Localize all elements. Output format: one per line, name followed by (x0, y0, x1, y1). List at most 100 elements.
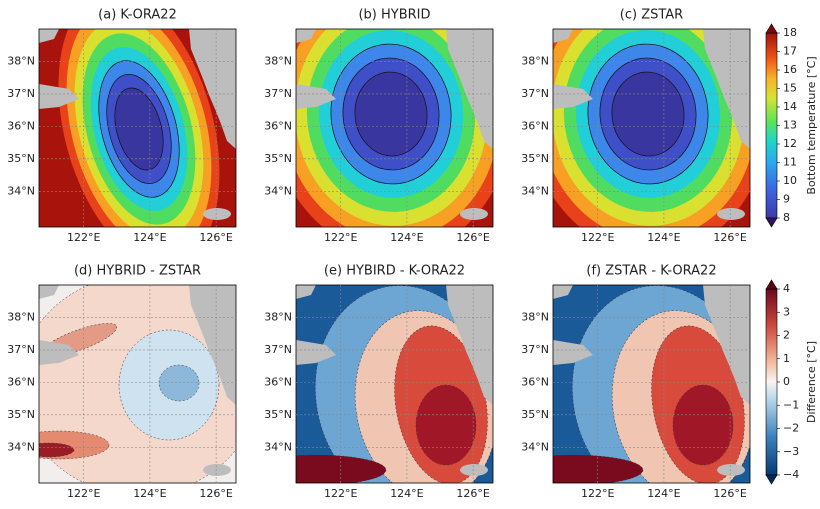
colorbar-tick-label: 4 (783, 282, 790, 295)
difference-area (672, 384, 734, 466)
land (296, 29, 316, 43)
land (553, 340, 593, 365)
lon-tick-label: 124°E (133, 487, 166, 500)
colorbar-tick-label: −3 (783, 445, 799, 458)
lon-tick-label: 122°E (324, 231, 357, 244)
colorbar-tick-label: 17 (783, 45, 797, 58)
lat-tick-label: 38°N (264, 310, 292, 323)
lat-tick-label: 37°N (264, 87, 292, 100)
lat-tick-label: 35°N (7, 408, 35, 421)
lon-tick-label: 126°E (199, 231, 232, 244)
colorbar-tick-label: 18 (783, 26, 797, 39)
lat-tick-label: 34°N (7, 440, 35, 453)
lat-tick-label: 34°N (521, 184, 549, 197)
lat-tick-label: 35°N (264, 152, 292, 165)
lat-tick-label: 36°N (7, 375, 35, 388)
lon-tick-label: 122°E (324, 487, 357, 500)
land (553, 29, 573, 43)
lat-tick-label: 36°N (7, 119, 35, 132)
frame (552, 28, 751, 228)
difference-area (553, 454, 644, 483)
frame (295, 284, 494, 484)
land (39, 84, 79, 109)
lon-tick-label: 126°E (713, 487, 746, 500)
colorbar-scale (765, 32, 778, 219)
frame (38, 284, 237, 484)
frame (295, 28, 494, 228)
island (460, 208, 488, 220)
colorbar-tick-label: 11 (783, 156, 797, 169)
island (717, 464, 745, 476)
lat-tick-label: 38°N (521, 310, 549, 323)
lon-tick-label: 126°E (456, 231, 489, 244)
lon-tick-label: 122°E (67, 487, 100, 500)
island (203, 208, 231, 220)
lat-tick-label: 38°N (521, 54, 549, 67)
difference-area (415, 384, 477, 466)
lat-tick-label: 37°N (7, 343, 35, 356)
colorbar-tick-label: −4 (783, 468, 799, 481)
colorbar-extend (765, 279, 778, 290)
land (703, 285, 750, 405)
map-panel: (c) ZSTAR 122°E 124°E 126°E 38°N 37°N 36°N 35°N… (521, 8, 751, 244)
land (446, 285, 493, 405)
lon-tick-label: 124°E (647, 487, 680, 500)
land (39, 29, 59, 43)
lon-tick-label: 122°E (67, 231, 100, 244)
colorbar-tick-label: 16 (783, 63, 797, 76)
colorbar-extend (765, 474, 778, 485)
lon-tick-label: 124°E (133, 231, 166, 244)
map-field (296, 285, 493, 483)
land (296, 285, 316, 299)
map-field (39, 285, 236, 483)
colorbar-extend (765, 217, 778, 228)
lat-tick-label: 35°N (521, 408, 549, 421)
colorbar: 8 9 10 11 12 13 14 15 16 17 18 Bottom temperature [… (765, 23, 818, 228)
panel-title: (f) ZSTAR - K-ORA22 (586, 264, 716, 279)
lat-tick-label: 37°N (264, 343, 292, 356)
colorbar-tick-label: 10 (783, 174, 797, 187)
lat-tick-label: 37°N (7, 87, 35, 100)
colorbar-tick-label: 14 (783, 100, 797, 113)
panel-title: (e) HYBIRD - K-ORA22 (324, 264, 465, 279)
colorbar-tick-label: 2 (783, 329, 790, 342)
colorbar-tick-label: −2 (783, 422, 799, 435)
lat-tick-label: 36°N (264, 119, 292, 132)
map-field (39, 29, 236, 227)
isotherm-area (611, 71, 685, 157)
land (296, 84, 336, 109)
colorbar-tick-label: 3 (783, 305, 790, 318)
land (703, 29, 750, 149)
colorbar-scale (765, 288, 778, 476)
colorbar-tick-label: 8 (783, 211, 790, 224)
island (203, 464, 231, 476)
land (189, 285, 236, 405)
panel-title: (b) HYBRID (358, 8, 430, 23)
island (717, 208, 745, 220)
lat-tick-label: 34°N (7, 184, 35, 197)
colorbar-tick-label: 13 (783, 119, 797, 132)
map-field (553, 29, 750, 227)
land (553, 285, 573, 299)
map-field (296, 29, 493, 227)
lon-tick-label: 126°E (456, 487, 489, 500)
lat-tick-label: 35°N (521, 152, 549, 165)
land (553, 84, 593, 109)
lat-tick-label: 38°N (264, 54, 292, 67)
island (460, 464, 488, 476)
lon-tick-label: 126°E (713, 231, 746, 244)
colorbar-extend (765, 23, 778, 34)
colorbar-label: Bottom temperature [°C] (805, 56, 818, 194)
lat-tick-label: 37°N (521, 87, 549, 100)
map-panel: (a) K-ORA22 122°E 124°E 126°E 38°N 37°N 36°N 35… (7, 8, 237, 244)
lat-tick-label: 37°N (521, 343, 549, 356)
lat-tick-label: 36°N (521, 375, 549, 388)
lat-tick-label: 34°N (264, 184, 292, 197)
map-panel: (b) HYBRID 122°E 124°E 126°E 38°N 37°N 36°N 35°… (264, 8, 494, 244)
colorbar-tick-label: 1 (783, 352, 790, 365)
lat-tick-label: 38°N (7, 54, 35, 67)
map-panel: (e) HYBIRD - K-ORA22 122°E 124°E 126°E 38°N 3… (264, 264, 494, 500)
lat-tick-label: 35°N (264, 408, 292, 421)
land (446, 29, 493, 149)
